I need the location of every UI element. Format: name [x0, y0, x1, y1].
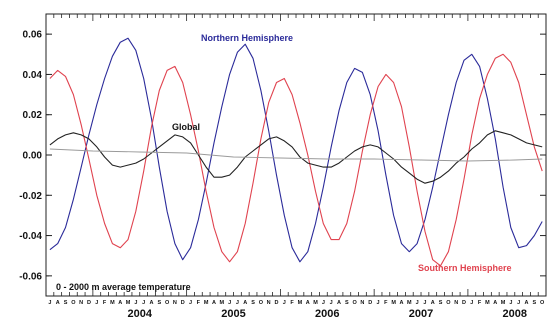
month-label: A: [431, 300, 435, 306]
month-label: A: [243, 300, 247, 306]
month-label: M: [485, 300, 490, 306]
month-label: N: [267, 300, 271, 306]
month-label: J: [236, 300, 239, 306]
month-label: M: [501, 300, 506, 306]
month-label: A: [399, 300, 403, 306]
month-label: A: [212, 300, 216, 306]
month-label: J: [423, 300, 426, 306]
y-axis: 0.06 0.04 0.02 0.00 -0.02 -0.04 -0.06: [19, 30, 546, 282]
month-label: M: [219, 300, 224, 306]
month-label: O: [259, 300, 264, 306]
year-label: 2007: [409, 308, 433, 320]
y-tick-label: -0.02: [19, 191, 42, 202]
month-label: J: [228, 300, 231, 306]
series-line-trend: [49, 148, 543, 162]
chart-annotation: 0 - 2000 m average temperature: [56, 282, 191, 292]
month-label: F: [103, 300, 107, 306]
month-label: J: [416, 300, 419, 306]
series-label-global: Global: [172, 122, 200, 132]
month-label: M: [391, 300, 396, 306]
month-label: O: [352, 300, 357, 306]
month-label: S: [251, 300, 255, 306]
series-line-southern: [49, 53, 543, 267]
month-label: F: [478, 300, 482, 306]
series-lines: [49, 37, 543, 267]
y-tick-label: -0.04: [19, 231, 42, 242]
month-label: J: [509, 300, 512, 306]
y-tick-label: 0.00: [23, 151, 43, 162]
month-label: D: [462, 300, 466, 306]
month-label: D: [368, 300, 372, 306]
month-label: N: [454, 300, 458, 306]
series-line-global: [49, 130, 543, 184]
month-label: M: [110, 300, 115, 306]
month-label: O: [165, 300, 170, 306]
month-label: J: [470, 300, 473, 306]
month-label: F: [384, 300, 388, 306]
month-label: A: [525, 300, 529, 306]
month-label: J: [134, 300, 137, 306]
month-label: J: [283, 300, 286, 306]
series-line-northern: [49, 37, 543, 263]
month-label: S: [439, 300, 443, 306]
month-label: J: [48, 300, 51, 306]
month-label: O: [71, 300, 76, 306]
year-label: 2004: [128, 308, 153, 320]
month-label: F: [290, 300, 294, 306]
month-label: J: [95, 300, 98, 306]
month-label: N: [79, 300, 83, 306]
month-label: A: [337, 300, 341, 306]
y-tick-label: -0.06: [19, 271, 42, 282]
month-label: D: [87, 300, 91, 306]
month-label: A: [493, 300, 497, 306]
month-label: J: [189, 300, 192, 306]
series-label-southern: Southern Hemisphere: [418, 263, 512, 273]
month-label: D: [274, 300, 278, 306]
month-label: A: [306, 300, 310, 306]
month-label: J: [322, 300, 325, 306]
month-label: S: [157, 300, 161, 306]
month-label: S: [532, 300, 536, 306]
month-label: M: [204, 300, 209, 306]
month-label: O: [540, 300, 545, 306]
month-label: A: [56, 300, 60, 306]
month-label: J: [142, 300, 145, 306]
month-label: M: [313, 300, 318, 306]
month-label: J: [517, 300, 520, 306]
y-tick-label: 0.06: [23, 30, 43, 41]
month-label: J: [377, 300, 380, 306]
y-tick-label: 0.04: [23, 70, 43, 81]
month-label: M: [407, 300, 412, 306]
month-label: S: [64, 300, 68, 306]
month-label: D: [181, 300, 185, 306]
y-tick-label: 0.02: [23, 110, 43, 121]
month-label: J: [330, 300, 333, 306]
month-label: A: [118, 300, 122, 306]
month-label: N: [360, 300, 364, 306]
year-label: 2005: [221, 308, 245, 320]
month-label: S: [345, 300, 349, 306]
series-label-northern: Northern Hemisphere: [201, 33, 293, 43]
month-label: N: [173, 300, 177, 306]
month-label: A: [149, 300, 153, 306]
month-label: F: [197, 300, 201, 306]
month-label: M: [126, 300, 131, 306]
year-label: 2008: [503, 308, 527, 320]
month-label: O: [446, 300, 451, 306]
month-label: M: [298, 300, 303, 306]
year-label: 2006: [315, 308, 339, 320]
